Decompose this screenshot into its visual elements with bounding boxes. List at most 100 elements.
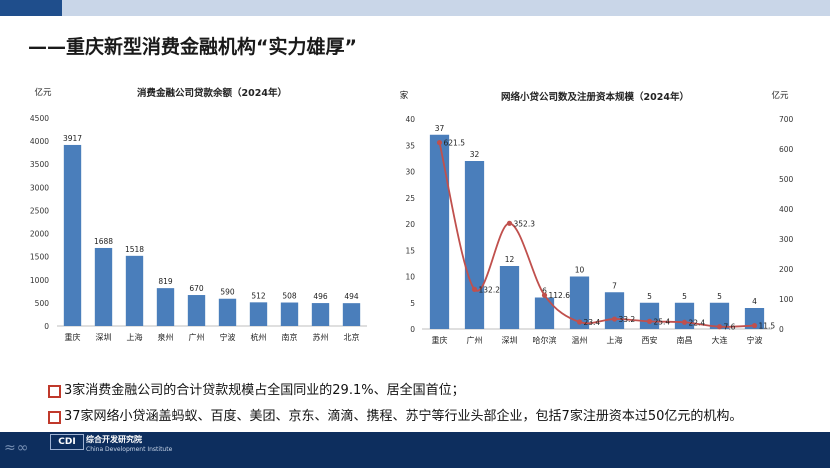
data-label: 819 bbox=[158, 277, 173, 286]
y-tick-label: 20 bbox=[405, 220, 415, 229]
y-tick-label: 5 bbox=[410, 299, 415, 308]
line-data-label: 23.4 bbox=[584, 318, 601, 327]
bar-data-label: 10 bbox=[575, 266, 585, 275]
x-tick-label: 泉州 bbox=[158, 332, 174, 342]
y-tick-label: 4500 bbox=[30, 114, 49, 123]
bar-data-label: 7 bbox=[612, 281, 617, 290]
bar bbox=[499, 266, 520, 329]
line-data-label: 352.3 bbox=[514, 219, 536, 228]
x-tick-label: 上海 bbox=[127, 332, 143, 342]
line-point bbox=[576, 319, 583, 325]
y2-tick-label: 200 bbox=[779, 265, 794, 274]
y-tick-label: 2500 bbox=[30, 206, 49, 215]
line-point bbox=[471, 286, 478, 292]
data-label: 508 bbox=[282, 292, 297, 301]
bar bbox=[249, 302, 268, 326]
line-point bbox=[506, 220, 513, 226]
line-data-label: 25.4 bbox=[654, 317, 671, 326]
y-tick-label: 500 bbox=[35, 299, 50, 308]
chart-title: 消费金融公司贷款余额（2024年） bbox=[137, 87, 287, 99]
footer-org-name: 综合开发研究院 bbox=[86, 435, 142, 444]
bar bbox=[429, 134, 450, 329]
bar bbox=[156, 288, 175, 326]
x-tick-label: 哈尔滨 bbox=[533, 335, 557, 345]
x-tick-label: 深圳 bbox=[96, 332, 112, 342]
header-bar bbox=[62, 0, 830, 16]
line-data-label: 621.5 bbox=[444, 139, 466, 148]
y-tick-label: 0 bbox=[44, 322, 49, 331]
x-tick-label: 大连 bbox=[712, 335, 728, 345]
line-point bbox=[716, 324, 723, 330]
y-tick-label: 1000 bbox=[30, 276, 49, 285]
bar bbox=[464, 161, 485, 329]
y-tick-label: 0 bbox=[410, 325, 415, 334]
data-label: 512 bbox=[251, 291, 266, 300]
bar bbox=[125, 255, 144, 326]
line-point bbox=[541, 292, 548, 298]
y2-tick-label: 100 bbox=[779, 295, 794, 304]
x-tick-label: 西安 bbox=[642, 335, 658, 345]
x-tick-label: 南京 bbox=[282, 332, 298, 342]
y-tick-label: 1500 bbox=[30, 253, 49, 262]
slide-title: ——重庆新型消费金融机构“实力雄厚” bbox=[28, 36, 357, 58]
y2-axis-label: 亿元 bbox=[771, 90, 789, 101]
x-tick-label: 广州 bbox=[467, 335, 483, 345]
bullet-item: 3家消费金融公司的合计贷款规模占全国同业的29.1%、居全国首位； bbox=[48, 378, 742, 404]
bar bbox=[709, 302, 730, 329]
line-data-label: 11.5 bbox=[759, 322, 776, 331]
y-tick-label: 4000 bbox=[30, 137, 49, 146]
bar-data-label: 12 bbox=[505, 255, 515, 264]
bar bbox=[569, 276, 590, 329]
watermark-icon: ≈∞ bbox=[4, 440, 30, 456]
y2-tick-label: 300 bbox=[779, 235, 794, 244]
footer-org-subtitle: China Development Institute bbox=[86, 446, 173, 453]
x-tick-label: 杭州 bbox=[251, 332, 267, 342]
y-tick-label: 3500 bbox=[30, 160, 49, 169]
bullet-item: 37家网络小贷涵盖蚂蚁、百度、美团、京东、滴滴、携程、苏宁等行业头部企业，包括7… bbox=[48, 404, 742, 430]
y-tick-label: 35 bbox=[405, 141, 415, 150]
bar bbox=[744, 308, 765, 329]
bar bbox=[94, 247, 113, 326]
y2-tick-label: 600 bbox=[779, 145, 794, 154]
chart-title: 网络小贷公司数及注册资本规模（2024年） bbox=[501, 91, 689, 103]
data-label: 1518 bbox=[125, 245, 144, 254]
bar-data-label: 4 bbox=[752, 297, 757, 306]
line-point bbox=[681, 319, 688, 325]
line-point bbox=[646, 318, 653, 324]
y2-tick-label: 400 bbox=[779, 205, 794, 214]
x-tick-label: 南昌 bbox=[677, 335, 693, 345]
x-tick-label: 宁波 bbox=[220, 332, 236, 342]
bar bbox=[534, 297, 555, 329]
y-axis-label: 家 bbox=[400, 90, 409, 101]
bar-data-label: 5 bbox=[647, 292, 652, 301]
data-label: 496 bbox=[313, 292, 328, 301]
bullet-list: 3家消费金融公司的合计贷款规模占全国同业的29.1%、居全国首位； 37家网络小… bbox=[48, 378, 742, 430]
online-loan-chart: 网络小贷公司数及注册资本规模（2024年）家 亿元0510152025303540… bbox=[400, 90, 794, 345]
bar bbox=[63, 144, 82, 326]
bar-data-label: 37 bbox=[435, 124, 445, 133]
bar-data-label: 5 bbox=[717, 292, 722, 301]
bar bbox=[218, 298, 237, 326]
line-data-label: 112.6 bbox=[549, 291, 571, 300]
capital-series-line bbox=[438, 142, 755, 328]
y-tick-label: 25 bbox=[405, 194, 415, 203]
line-data-label: 132.2 bbox=[479, 285, 501, 294]
data-label: 3917 bbox=[63, 134, 82, 143]
y-tick-label: 3000 bbox=[30, 183, 49, 192]
data-label: 1688 bbox=[94, 237, 113, 246]
footer-logo: CDI bbox=[50, 434, 84, 450]
bar-data-label: 32 bbox=[470, 150, 480, 159]
bar-data-label: 5 bbox=[682, 292, 687, 301]
y2-tick-label: 0 bbox=[779, 325, 784, 334]
line-data-label: 33.2 bbox=[619, 315, 636, 324]
x-tick-label: 北京 bbox=[344, 332, 360, 342]
bar bbox=[342, 303, 361, 326]
data-label: 670 bbox=[189, 284, 204, 293]
x-tick-label: 重庆 bbox=[65, 332, 81, 342]
x-tick-label: 广州 bbox=[189, 332, 205, 342]
bar-data-label: 6 bbox=[542, 287, 547, 296]
x-tick-label: 苏州 bbox=[313, 332, 329, 342]
x-tick-label: 深圳 bbox=[502, 335, 518, 345]
y-tick-label: 40 bbox=[405, 115, 415, 124]
y-tick-label: 2000 bbox=[30, 230, 49, 239]
